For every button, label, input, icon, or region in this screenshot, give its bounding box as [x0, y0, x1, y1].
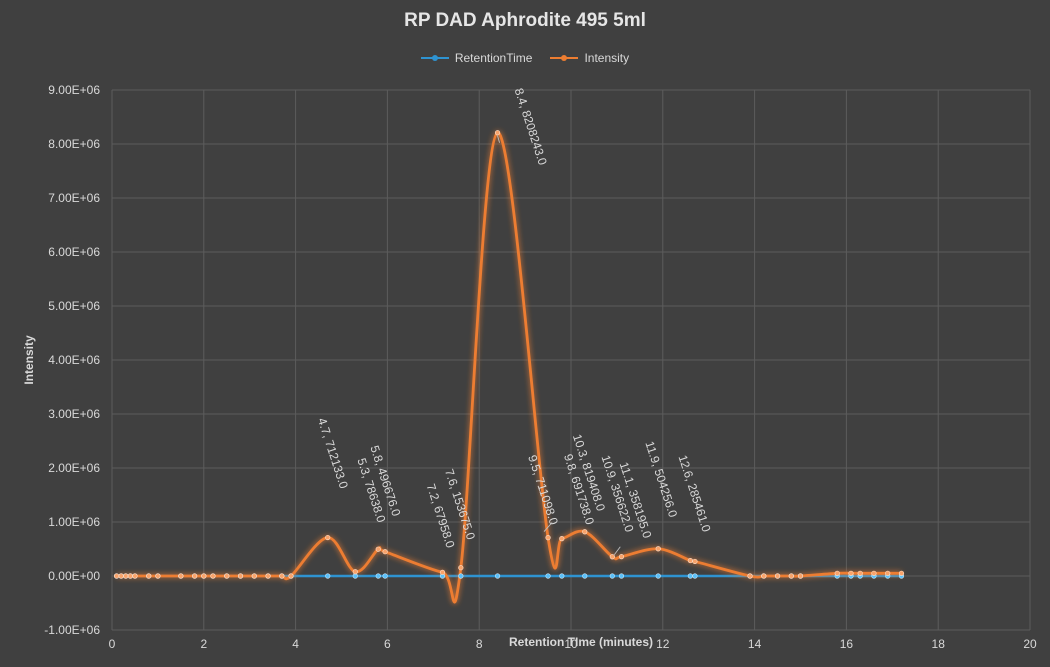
x-tick-label: 14 — [748, 637, 762, 651]
intensity-point[interactable] — [545, 535, 551, 541]
legend-item-retentiontime[interactable]: RetentionTime — [420, 51, 533, 65]
intensity-point[interactable] — [687, 557, 693, 564]
intensity-point[interactable] — [788, 573, 794, 579]
intensity-point[interactable] — [113, 573, 120, 579]
y-tick-label: 1.00E+06 — [48, 515, 100, 529]
x-tick-label: 16 — [840, 637, 854, 651]
data-label: 11.9, 504256.0 — [642, 439, 680, 519]
x-tick-label: 4 — [292, 637, 299, 651]
intensity-point[interactable] — [761, 573, 767, 579]
y-tick-label: 3.00E+06 — [48, 407, 100, 421]
intensity-point[interactable] — [871, 570, 877, 576]
data-label: 8.4, 8208243.0 — [512, 86, 550, 167]
y-tick-label: 9.00E+06 — [48, 83, 100, 97]
x-tick-label: 18 — [932, 637, 946, 651]
retentiontime-point[interactable] — [325, 573, 331, 579]
y-tick-label: 4.00E+06 — [48, 353, 100, 367]
x-tick-label: 10 — [564, 637, 578, 651]
legend-label-intensity: Intensity — [584, 51, 630, 65]
intensity-point[interactable] — [288, 573, 294, 579]
intensity-point[interactable] — [123, 573, 129, 579]
intensity-point[interactable] — [224, 573, 230, 579]
intensity-point[interactable] — [774, 573, 781, 579]
retentiontime-point[interactable] — [655, 573, 661, 579]
intensity-point[interactable] — [210, 573, 216, 579]
data-label-leader — [613, 546, 621, 556]
intensity-point[interactable] — [618, 554, 625, 560]
legend-item-intensity[interactable]: Intensity — [550, 51, 629, 65]
retentiontime-point[interactable] — [458, 573, 464, 579]
x-axis-title: Retention TIme (minutes) — [509, 635, 653, 649]
intensity-point[interactable] — [885, 570, 891, 576]
retentiontime-point[interactable] — [559, 573, 565, 579]
y-tick-label: 7.00E+06 — [48, 191, 100, 205]
intensity-point[interactable] — [848, 570, 854, 576]
y-tick-label: 0.00E+00 — [48, 569, 100, 583]
x-tick-label: 20 — [1023, 637, 1037, 651]
intensity-point[interactable] — [127, 573, 133, 579]
intensity-point[interactable] — [747, 573, 753, 579]
legend: RetentionTime Intensity — [0, 51, 1050, 65]
retentiontime-point[interactable] — [692, 573, 698, 579]
y-tick-label: 5.00E+06 — [48, 299, 100, 313]
intensity-point[interactable] — [834, 570, 840, 576]
intensity-point[interactable] — [797, 573, 804, 579]
legend-swatch-retentiontime — [420, 52, 449, 64]
y-tick-label: 6.00E+06 — [48, 245, 100, 259]
chart-title: RP DAD Aphrodite 495 5ml — [404, 10, 646, 31]
intensity-point[interactable] — [201, 573, 207, 579]
intensity-point[interactable] — [375, 546, 381, 552]
intensity-point[interactable] — [192, 573, 198, 579]
intensity-point[interactable] — [178, 573, 184, 579]
legend-swatch-intensity — [550, 52, 579, 64]
data-label: 4.7, 712133.0 — [315, 416, 351, 490]
retentiontime-point[interactable] — [545, 573, 551, 579]
y-tick-label: 8.00E+06 — [48, 137, 100, 151]
intensity-point[interactable] — [155, 573, 161, 579]
x-tick-label: 0 — [109, 637, 116, 651]
retentiontime-point[interactable] — [382, 573, 388, 579]
intensity-point[interactable] — [458, 565, 464, 571]
intensity-point[interactable] — [325, 534, 331, 541]
intensity-point[interactable] — [439, 569, 446, 575]
retentiontime-point[interactable] — [375, 573, 381, 579]
intensity-point[interactable] — [352, 569, 358, 575]
intensity-point[interactable] — [857, 570, 863, 576]
x-tick-label: 6 — [384, 637, 391, 651]
data-label-leader — [543, 522, 553, 532]
intensity-point[interactable] — [279, 573, 285, 579]
x-tick-label: 8 — [476, 637, 483, 651]
intensity-point[interactable] — [237, 573, 244, 579]
intensity-point[interactable] — [146, 573, 152, 579]
intensity-point[interactable] — [494, 130, 501, 136]
intensity-point[interactable] — [559, 536, 565, 542]
x-tick-label: 2 — [200, 637, 207, 651]
intensity-point[interactable] — [132, 573, 138, 579]
intensity-point[interactable] — [609, 554, 615, 560]
y-tick-label: -1.00E+06 — [44, 623, 100, 637]
retentiontime-point[interactable] — [494, 573, 501, 579]
retentiontime-point[interactable] — [352, 573, 358, 579]
intensity-point[interactable] — [265, 573, 271, 579]
intensity-point[interactable] — [382, 549, 388, 555]
intensity-point[interactable] — [692, 558, 698, 565]
y-axis-title: Intensity — [22, 335, 36, 385]
series-line-intensity — [116, 131, 902, 604]
retentiontime-point[interactable] — [609, 573, 615, 579]
x-tick-label: 12 — [656, 637, 670, 651]
retentiontime-point[interactable] — [582, 573, 588, 579]
data-label-leader — [497, 135, 500, 143]
data-label: 9.5, 711098.0 — [525, 453, 561, 527]
legend-label-retentiontime: RetentionTime — [454, 51, 533, 65]
intensity-point[interactable] — [898, 570, 905, 576]
retentiontime-point[interactable] — [618, 573, 625, 579]
y-tick-label: 2.00E+06 — [48, 461, 100, 475]
intensity-point[interactable] — [655, 546, 661, 552]
intensity-point[interactable] — [118, 573, 124, 579]
intensity-point[interactable] — [582, 529, 588, 535]
retentiontime-point[interactable] — [687, 573, 693, 579]
intensity-point[interactable] — [251, 573, 257, 579]
